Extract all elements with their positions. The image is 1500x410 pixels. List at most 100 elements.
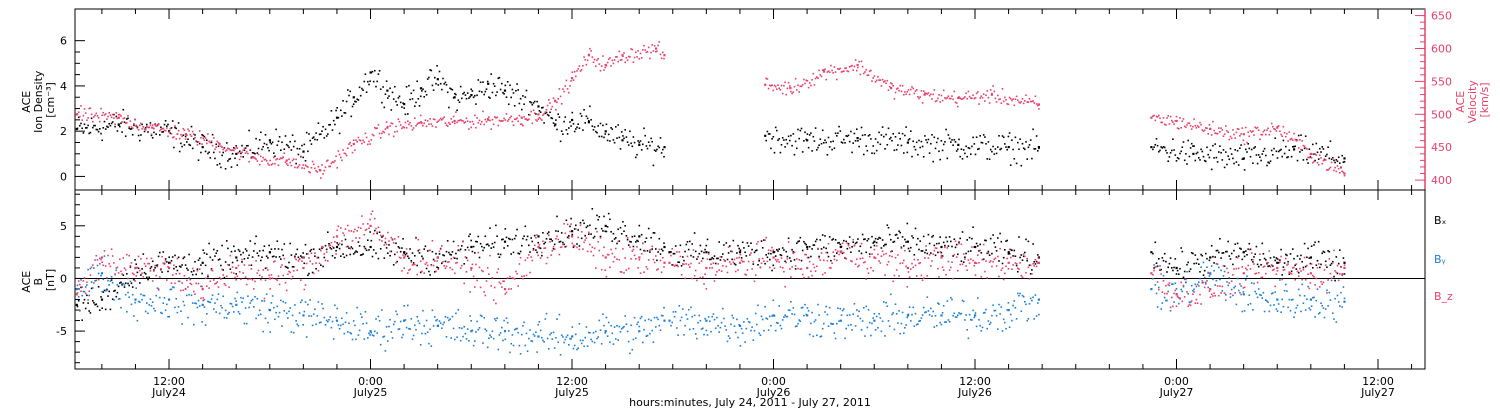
velocity-point [584,58,586,61]
velocity-point [359,139,362,142]
density-point [644,134,646,137]
velocity-point [281,157,283,160]
bx-point [1303,242,1306,245]
by-point [1287,306,1289,309]
density-point [392,98,395,100]
by-point [1283,289,1286,292]
bx-point [655,248,657,250]
density-point [1226,163,1228,166]
bz-point [957,269,959,272]
velocity-point [234,148,236,150]
velocity-point [484,118,487,121]
bx-point [456,257,458,260]
bz-point [451,268,454,271]
bx-point [405,252,408,255]
velocity-point [445,124,448,126]
velocity-point [767,87,770,90]
by-point [217,293,220,295]
density-point [1203,159,1206,162]
bz-point [504,293,507,295]
bx-point [932,234,934,237]
bx-point [331,255,334,257]
by-point [917,323,919,325]
density-point [821,129,824,132]
bz-point [636,246,638,248]
bz-point [1195,298,1198,301]
by-point [337,324,340,326]
bx-point [824,235,826,237]
bx-point [1309,262,1312,265]
velocity-point [129,120,132,122]
by-point [747,320,750,323]
bx-point [1160,268,1162,271]
density-point [1222,149,1225,151]
bz-point [778,261,780,263]
density-point [432,89,435,91]
density-point [800,127,803,130]
by-point [1294,311,1296,314]
velocity-point [517,120,519,123]
by-point [237,311,240,313]
bx-point [599,235,602,238]
velocity-point [851,64,853,67]
density-point [884,148,886,150]
bz-point [591,246,594,249]
bx-point [917,237,919,240]
velocity-point [231,149,234,151]
bx-point [991,252,993,255]
density-point [846,135,849,138]
bz-point [1162,280,1165,282]
density-point [92,126,94,129]
density-point [228,158,230,161]
bz-point [1021,276,1024,278]
velocity-point [1283,131,1286,134]
velocity-point [1022,102,1025,105]
velocity-point [1202,130,1205,133]
bx-point [1316,260,1319,262]
density-point [945,128,947,131]
velocity-point [853,65,856,68]
velocity-point [376,127,378,129]
velocity-point [314,167,316,170]
bx-point [234,250,236,252]
by-point [296,323,299,326]
bx-point [351,247,354,250]
density-point [878,131,880,134]
density-point [1185,153,1187,155]
velocity-point [791,92,793,95]
density-point [888,138,891,140]
bx-point [173,267,175,270]
velocity-point [1297,147,1300,149]
density-point [495,94,497,97]
bx-point [1333,275,1335,278]
density-point [626,141,629,143]
density-point [506,81,509,83]
velocity-point [999,98,1001,100]
by-point [1292,298,1294,301]
bz-point [344,228,347,230]
velocity-point [458,119,461,122]
by-point [640,315,643,318]
bz-point [854,263,857,265]
by-point [113,299,115,301]
bz-point [242,272,244,274]
by-point [170,288,173,291]
velocity-point [509,116,511,119]
bx-point [1233,249,1235,252]
bz-point [810,270,812,273]
by-point [107,279,109,282]
bz-point [759,266,762,269]
velocity-point [1333,169,1335,172]
by-point-point [1037,298,1040,301]
bx-point [532,248,535,250]
by-point [947,319,950,321]
velocity-point [993,90,996,93]
by-point [282,300,284,303]
by-point [305,336,308,338]
bz-point [195,282,197,285]
velocity-point [784,81,786,84]
bz-point [993,258,996,261]
by-point [398,328,401,330]
bz-point [268,274,270,277]
by-point [623,325,625,328]
